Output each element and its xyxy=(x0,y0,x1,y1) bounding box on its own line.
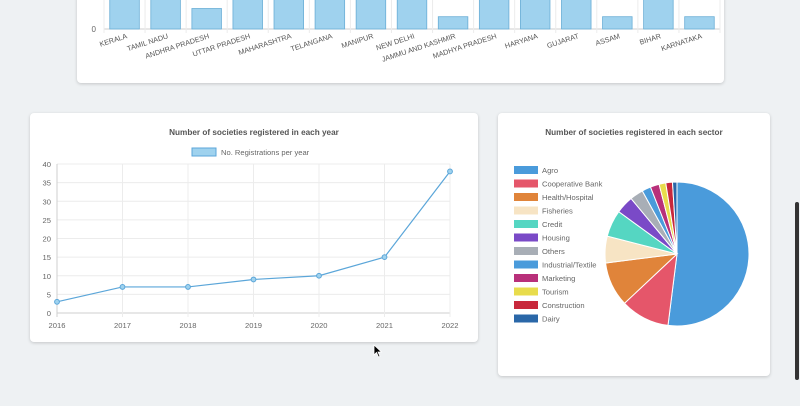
bar-10 xyxy=(520,0,551,30)
legend-label: Tourism xyxy=(542,288,569,297)
state-label: GUJARAT xyxy=(546,31,581,50)
state-label: MANIPUR xyxy=(340,31,374,50)
bar-14 xyxy=(684,16,715,30)
legend-label: Marketing xyxy=(542,274,575,283)
legend-swatch xyxy=(514,314,538,323)
year-chart-title: Number of societies registered in each y… xyxy=(169,128,339,137)
bar-5 xyxy=(314,0,346,30)
y-tick-label: 10 xyxy=(43,272,51,281)
bar-8 xyxy=(437,16,469,30)
scrollbar-thumb[interactable] xyxy=(795,202,799,380)
legend-label: Fisheries xyxy=(542,207,573,216)
bar-4 xyxy=(273,0,304,30)
x-tick-label: 2020 xyxy=(311,321,328,330)
pie-slice-0 xyxy=(667,181,750,327)
legend-label: Construction xyxy=(542,301,585,310)
year-line-chart-card: Number of societies registered in each y… xyxy=(30,113,478,342)
bar-13 xyxy=(643,0,674,30)
bar-11 xyxy=(561,0,592,30)
x-tick-label: 2017 xyxy=(114,321,131,330)
y-tick-label: 15 xyxy=(43,253,51,262)
legend-swatch xyxy=(514,193,538,201)
y-tick-label: 40 xyxy=(43,160,51,169)
data-point xyxy=(185,284,191,290)
legend-label: Industrial/Textile xyxy=(542,261,596,270)
state-label: HARYANA xyxy=(504,31,539,50)
bar-12 xyxy=(602,16,633,30)
legend-swatch xyxy=(514,206,538,215)
legend-swatch xyxy=(514,166,538,174)
y-tick-label: 20 xyxy=(43,235,51,244)
sector-pie-chart: Agro Cooperative Bank Health/Hospital Fishe… xyxy=(514,166,750,327)
y-tick-label: 35 xyxy=(43,179,51,188)
legend-label: Agro xyxy=(542,166,558,175)
legend-label: Cooperative Bank xyxy=(542,180,603,189)
bar-7 xyxy=(396,0,428,30)
data-point xyxy=(119,284,126,290)
bar-9 xyxy=(478,0,510,30)
state-label: BIHAR xyxy=(638,31,662,46)
y-tick-label: 25 xyxy=(43,216,51,225)
x-tick-label: 2021 xyxy=(376,321,393,330)
x-tick-label: 2019 xyxy=(245,321,262,330)
legend-label: No. Registrations per year xyxy=(221,148,310,157)
data-point xyxy=(447,168,453,175)
state-bar-chart-card: 0 KERALA TAMIL NADU ANDHRA PRADESH UTTAR PRA… xyxy=(77,0,724,83)
legend-label: Dairy xyxy=(542,315,560,324)
legend-swatch xyxy=(514,260,538,269)
mouse-cursor-icon xyxy=(373,344,383,358)
data-point xyxy=(316,272,322,279)
bar-6 xyxy=(355,0,387,30)
legend-swatch xyxy=(514,247,538,255)
y-tick-label: 0 xyxy=(47,309,51,318)
bar-0 xyxy=(109,0,140,30)
bar-1 xyxy=(150,0,181,30)
data-point xyxy=(250,276,257,283)
data-point xyxy=(54,298,60,305)
y-tick-label: 5 xyxy=(47,290,51,299)
sector-chart-title: Number of societies registered in each s… xyxy=(545,128,723,137)
legend-swatch xyxy=(191,147,217,157)
state-label: TELANGANA xyxy=(289,31,333,53)
state-label: KARNATAKA xyxy=(660,31,703,53)
year-line-chart: No. Registrations per year 0 5 10 15 20 25 30 35… xyxy=(43,147,459,330)
legend-swatch xyxy=(514,301,538,309)
page-scrollbar[interactable] xyxy=(792,0,800,406)
sector-pie-chart-card: Number of societies registered in each s… xyxy=(498,113,770,376)
x-tick-label: 2016 xyxy=(49,321,66,330)
pie-slice-11 xyxy=(671,181,678,255)
y-tick-label: 0 xyxy=(92,25,97,34)
legend-swatch xyxy=(514,274,538,282)
legend-swatch xyxy=(514,220,538,228)
x-tick-label: 2018 xyxy=(180,321,197,330)
legend-swatch xyxy=(514,179,538,188)
legend-label: Health/Hospital xyxy=(542,193,594,202)
bar-2 xyxy=(191,8,222,30)
legend-label: Others xyxy=(542,247,565,256)
data-point xyxy=(381,254,388,261)
bar-3 xyxy=(232,0,263,30)
legend-swatch xyxy=(514,287,538,296)
legend-label: Housing xyxy=(542,234,570,243)
state-label: KERALA xyxy=(98,31,128,48)
legend-swatch xyxy=(514,233,538,242)
x-tick-label: 2022 xyxy=(442,321,459,330)
y-tick-label: 30 xyxy=(43,197,51,206)
state-label: ASSAM xyxy=(594,31,621,47)
legend-label: Credit xyxy=(542,220,563,229)
